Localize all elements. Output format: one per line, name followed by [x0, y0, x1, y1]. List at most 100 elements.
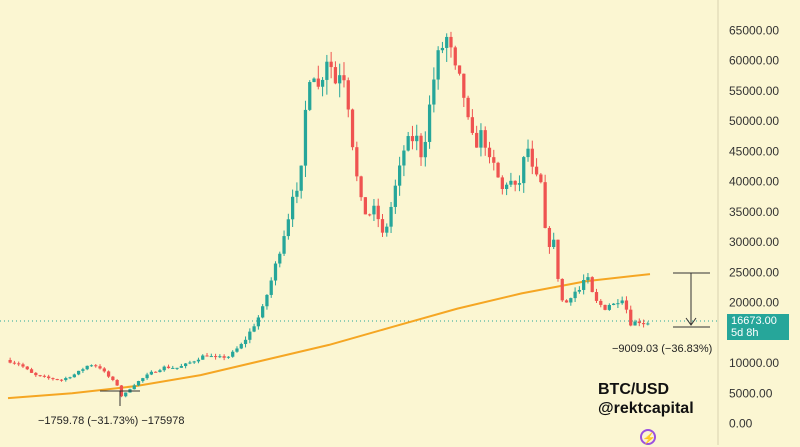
candle: [175, 367, 179, 370]
candle: [599, 299, 603, 308]
candle: [564, 299, 569, 303]
y-tick-label-8: 30000.00: [729, 235, 779, 249]
candle: [55, 378, 59, 381]
candle: [145, 372, 149, 380]
candle: [359, 175, 363, 201]
candle: [312, 77, 316, 83]
candle: [380, 214, 385, 238]
y-tick-label-12: 10000.00: [729, 356, 779, 370]
candle: [368, 213, 372, 217]
candle: [158, 368, 162, 373]
candle: [111, 375, 115, 382]
watermark-author: @rektcapital: [598, 400, 694, 417]
candle: [329, 51, 333, 79]
candle: [410, 125, 415, 150]
candle: [320, 77, 325, 97]
candle: [51, 377, 55, 381]
candle: [436, 46, 440, 90]
candle: [397, 156, 402, 196]
candle: [162, 365, 166, 372]
candle: [179, 363, 183, 368]
candle: [462, 73, 466, 108]
candle: [479, 123, 483, 157]
candle: [192, 360, 196, 364]
candle: [385, 223, 389, 237]
y-tick-label-5: 45000.00: [729, 144, 779, 158]
candle: [616, 299, 620, 309]
candle: [59, 379, 64, 382]
candle: [543, 174, 547, 229]
y-tick-label-14: 0.00: [729, 417, 753, 431]
bottom-2019-marker: [100, 390, 140, 406]
candle: [38, 374, 42, 377]
candle: [205, 352, 209, 357]
candle: [218, 354, 222, 359]
candle: [590, 276, 594, 293]
candle: [29, 367, 34, 373]
candle: [12, 360, 17, 365]
candle: [350, 108, 355, 151]
candle: [64, 376, 68, 382]
candle: [226, 356, 231, 359]
candle: [25, 366, 29, 371]
candle: [213, 353, 218, 360]
candle: [556, 239, 560, 282]
candle: [402, 145, 406, 177]
candle: [132, 383, 136, 390]
candle: [21, 362, 25, 369]
candle: [423, 131, 427, 167]
candle: [76, 370, 81, 376]
candle: [188, 360, 192, 365]
candle: [124, 392, 128, 398]
candle: [624, 296, 629, 314]
candle: [115, 379, 119, 386]
candle: [183, 363, 188, 369]
candle: [278, 251, 282, 268]
drop-2022-annotation: −9009.03 (−36.83%): [612, 343, 712, 355]
candles-group: [8, 31, 650, 398]
candle: [102, 367, 106, 373]
candle: [355, 141, 359, 182]
candle: [641, 319, 646, 328]
candle: [607, 303, 611, 311]
watermark: BTC/USD @rektcapital: [598, 380, 694, 418]
candle: [290, 189, 295, 227]
y-tick-label-2: 60000.00: [729, 54, 779, 68]
candle: [256, 315, 261, 330]
candle: [445, 33, 449, 62]
candle: [440, 41, 445, 54]
candle: [500, 175, 504, 195]
y-tick-label-13: 5000.00: [729, 386, 773, 400]
y-tick-label-3: 55000.00: [729, 84, 779, 98]
candle: [81, 367, 85, 373]
candle: [522, 155, 526, 193]
y-tick-label-4: 50000.00: [729, 114, 779, 128]
candle: [154, 371, 158, 373]
candle: [517, 175, 522, 192]
candle: [393, 179, 397, 214]
candle: [539, 172, 543, 184]
candle: [47, 374, 51, 380]
candle: [475, 125, 479, 148]
candle: [171, 365, 175, 369]
candle: [594, 288, 599, 304]
candle: [8, 357, 12, 364]
candle: [470, 109, 475, 135]
candle: [342, 62, 346, 88]
watermark-symbol: BTC/USD: [598, 381, 670, 398]
candle: [333, 61, 338, 85]
candle: [89, 364, 94, 367]
candle: [419, 133, 423, 166]
candle: [611, 303, 616, 306]
y-tick-label-9: 25000.00: [729, 265, 779, 279]
candle: [376, 198, 380, 228]
candle: [17, 361, 21, 367]
candle: [453, 45, 457, 70]
candle: [235, 346, 239, 353]
candle: [136, 380, 141, 387]
candle: [560, 278, 564, 302]
candle: [573, 287, 577, 302]
candle: [363, 197, 368, 215]
moving-average-line: [7, 273, 651, 400]
